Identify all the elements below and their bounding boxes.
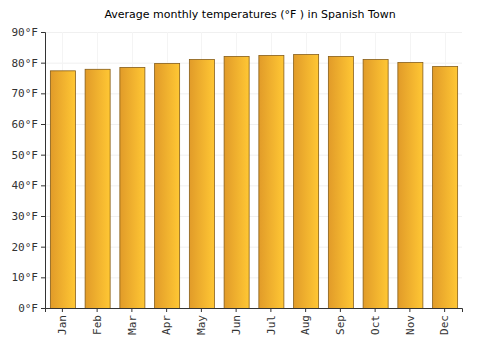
x-tick-label: Jun xyxy=(230,315,243,335)
y-tick-label: 90°F xyxy=(12,26,39,39)
title: Average monthly temperatures (°F ) in Sp… xyxy=(104,8,395,21)
x-tick-label: May xyxy=(195,315,208,335)
x-tick-mark xyxy=(201,308,202,312)
x-tick: May xyxy=(195,308,208,335)
bar xyxy=(294,55,319,308)
x-tick: Feb xyxy=(91,308,104,335)
y-tick-mark xyxy=(41,185,45,186)
x-tick-mark xyxy=(131,308,132,312)
bar xyxy=(189,59,214,308)
grid xyxy=(45,33,462,309)
x-tick: Sep xyxy=(334,308,347,335)
x-tick-mark xyxy=(236,308,237,312)
y-tick-mark xyxy=(41,32,45,33)
bar xyxy=(50,71,75,308)
bar xyxy=(85,69,110,308)
y-tick-mark xyxy=(41,308,45,309)
x-tick-label: Oct xyxy=(369,315,382,335)
x-tick-label: Jan xyxy=(56,315,69,335)
y-tick: 90°F xyxy=(12,26,46,39)
x-tick: Jun xyxy=(230,308,243,335)
x-axis: Jan Feb Mar Apr May Jun Jul Aug Sep Oct Nov Dec xyxy=(46,308,463,335)
x-tick-label: Aug xyxy=(299,315,312,335)
y-tick: 70°F xyxy=(12,87,46,100)
y-tick-label: 40°F xyxy=(12,179,39,192)
y-tick: 40°F xyxy=(12,179,46,192)
bar xyxy=(259,56,284,309)
x-tick-mark xyxy=(97,308,98,312)
bar xyxy=(155,63,180,308)
y-tick-mark xyxy=(41,124,45,125)
y-tick-mark xyxy=(41,216,45,217)
grid-line xyxy=(45,32,462,33)
y-tick: 20°F xyxy=(12,241,46,254)
bar xyxy=(328,56,353,308)
y-tick-label: 80°F xyxy=(12,57,39,70)
y-tick-label: 50°F xyxy=(12,149,39,162)
x-tick-mark xyxy=(270,308,271,312)
chart: 0°F 10°F 20°F 30°F 40°F 50°F 60°F 70°F 80°F 90°F J… xyxy=(0,0,500,350)
y-tick-mark xyxy=(41,247,45,248)
y-tick-label: 20°F xyxy=(12,241,39,254)
grid-vertical xyxy=(63,32,446,308)
bar xyxy=(363,59,388,308)
x-tick: Dec xyxy=(438,308,451,335)
x-tick-label: Dec xyxy=(438,315,451,335)
y-tick: 50°F xyxy=(12,149,46,162)
y-tick: 0°F xyxy=(18,302,45,315)
y-tick: 80°F xyxy=(12,57,46,70)
x-tick: Aug xyxy=(299,308,312,335)
y-tick: 30°F xyxy=(12,210,46,223)
x-tick-label: Apr xyxy=(160,315,173,335)
plot: 0°F 10°F 20°F 30°F 40°F 50°F 60°F 70°F 80°F 90°F J… xyxy=(12,26,463,335)
x-tick-mark xyxy=(340,308,341,312)
x-tick-mark xyxy=(444,308,445,312)
y-tick-mark xyxy=(41,93,45,94)
bars xyxy=(50,55,457,308)
x-axis-line xyxy=(46,309,463,313)
x-tick: Jul xyxy=(265,308,278,335)
y-tick-label: 30°F xyxy=(12,210,39,223)
y-axis: 0°F 10°F 20°F 30°F 40°F 50°F 60°F 70°F 80°F 90°F xyxy=(12,26,46,315)
y-tick-label: 70°F xyxy=(12,87,39,100)
y-tick: 60°F xyxy=(12,118,46,131)
x-tick-mark xyxy=(62,308,63,312)
bar xyxy=(398,63,423,308)
x-tick: Nov xyxy=(404,308,417,335)
x-tick-label: Nov xyxy=(404,315,417,335)
bar xyxy=(224,56,249,308)
x-tick: Apr xyxy=(160,308,173,335)
x-tick-label: Sep xyxy=(334,315,347,335)
y-tick-mark xyxy=(41,277,45,278)
x-tick: Mar xyxy=(126,308,139,335)
bar xyxy=(120,67,145,308)
y-tick-label: 60°F xyxy=(12,118,39,131)
y-axis-line xyxy=(41,33,46,309)
bar xyxy=(433,67,458,308)
x-tick-mark xyxy=(409,308,410,312)
x-tick-label: Mar xyxy=(126,315,139,335)
y-tick-label: 0°F xyxy=(18,302,38,315)
x-tick-mark xyxy=(305,308,306,312)
y-tick-mark xyxy=(41,63,45,64)
y-tick: 10°F xyxy=(12,271,46,284)
y-tick-mark xyxy=(41,155,45,156)
x-tick-mark xyxy=(166,308,167,312)
x-tick-label: Jul xyxy=(265,315,278,335)
y-tick-label: 10°F xyxy=(12,271,39,284)
x-tick-label: Feb xyxy=(91,315,104,335)
x-tick-mark xyxy=(375,308,376,312)
x-tick: Jan xyxy=(56,308,69,335)
x-tick: Oct xyxy=(369,308,382,335)
